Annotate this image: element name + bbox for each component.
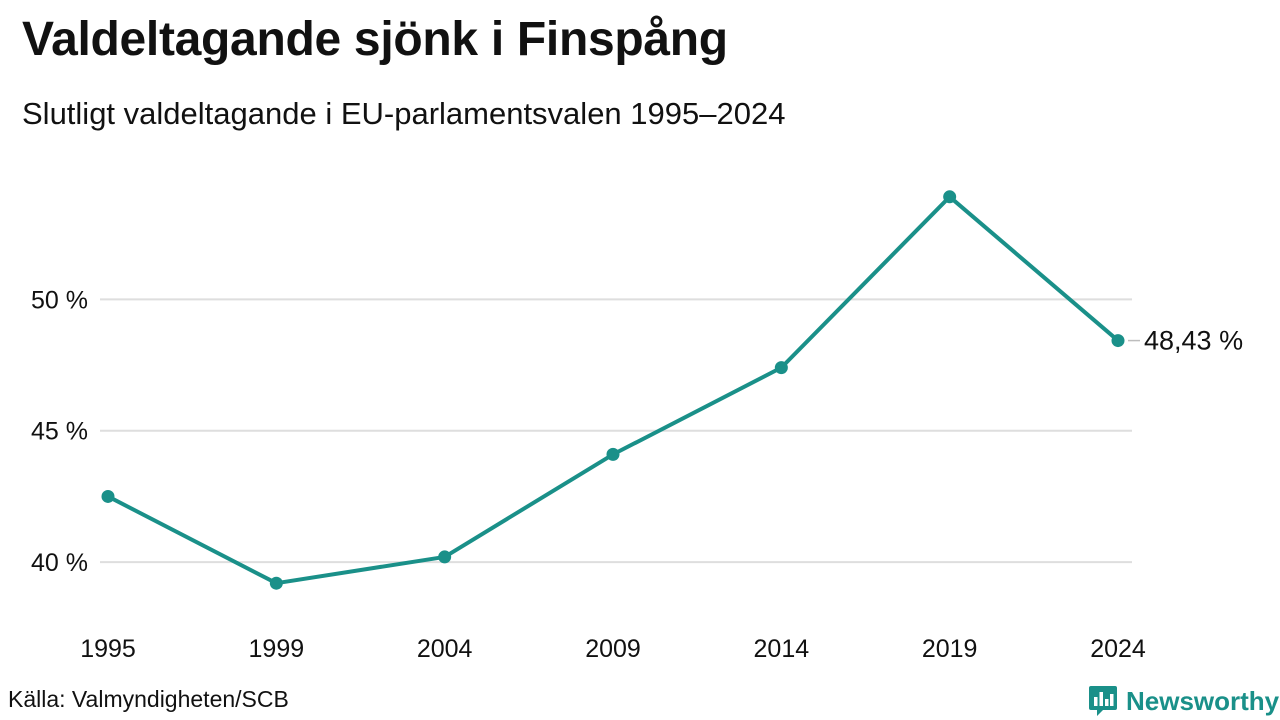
data-point (269, 576, 283, 590)
data-point (943, 190, 957, 204)
x-tick-label: 2014 (754, 635, 810, 663)
x-tick-label: 2024 (1090, 635, 1146, 663)
y-axis-ticks: 40 % 45 % 50 % (31, 286, 88, 577)
x-tick-label: 1999 (249, 635, 305, 663)
brand-logo[interactable]: Newsworthy (1088, 684, 1279, 718)
series-line (106, 194, 1120, 586)
data-point (606, 447, 620, 461)
x-tick-label: 2004 (417, 635, 473, 663)
brand-name: Newsworthy (1126, 685, 1280, 716)
data-point (774, 361, 788, 375)
x-axis-ticks: 1995 1999 2004 2009 2014 2019 2024 (80, 635, 1146, 663)
y-tick-label: 50 % (31, 286, 88, 314)
annotation-layer: 48,43 % (1128, 326, 1243, 356)
chart-title: Valdeltagande sjönk i Finspång (22, 13, 728, 66)
y-tick-label: 45 % (31, 418, 88, 446)
bar-chart-logo-icon (1089, 686, 1117, 716)
source-note: Källa: Valmyndigheten/SCB (8, 686, 289, 712)
series-layer (101, 190, 1125, 590)
x-tick-label: 1995 (80, 635, 136, 663)
data-point (101, 489, 115, 503)
x-tick-label: 2019 (922, 635, 978, 663)
data-point (438, 550, 452, 564)
y-tick-label: 40 % (31, 549, 88, 577)
data-point (1111, 334, 1125, 348)
chart-subtitle: Slutligt valdeltagande i EU-parlamentsva… (22, 96, 786, 131)
gridlines (100, 298, 1132, 564)
end-value-label: 48,43 % (1144, 326, 1243, 356)
x-tick-label: 2009 (585, 635, 641, 663)
